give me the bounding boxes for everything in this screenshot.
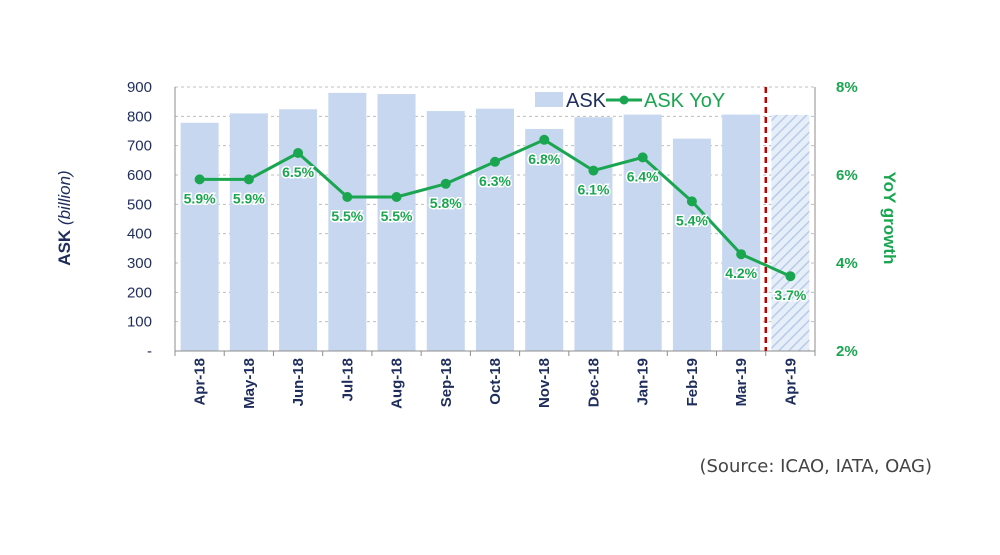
line-point-ask-yoy bbox=[785, 271, 796, 282]
y-left-tick-label: 700 bbox=[127, 138, 152, 155]
legend-label-ask: ASK bbox=[566, 90, 607, 112]
data-label-ask-yoy: 5.9% bbox=[184, 190, 216, 206]
bar-ask bbox=[476, 108, 514, 351]
line-point-ask-yoy bbox=[637, 152, 648, 163]
y-right-tick-label: 8% bbox=[836, 79, 858, 96]
bar-ask bbox=[426, 111, 465, 351]
line-point-ask-yoy bbox=[391, 192, 402, 202]
bar-ask bbox=[574, 117, 613, 351]
x-tick-label: Apr-19 bbox=[782, 358, 799, 406]
y-left-tick-label: 600 bbox=[127, 167, 152, 184]
bar-series-ask bbox=[180, 92, 810, 352]
line-point-ask-yoy bbox=[194, 174, 205, 185]
data-label-ask-yoy: 6.1% bbox=[578, 182, 610, 198]
data-labels: 5.9% 5.9% 6.5% 5.5% 5.5% 5.8% 6.3% 6.8% 6.1% 6.4%… bbox=[182, 149, 808, 304]
legend: ASK ASK YoY bbox=[535, 90, 725, 112]
x-tick-label: Oct-18 bbox=[487, 358, 504, 405]
bar-ask bbox=[525, 128, 564, 351]
bar-ask-forecast bbox=[771, 114, 810, 351]
data-label-ask-yoy: 5.5% bbox=[331, 208, 363, 224]
bar-ask bbox=[279, 109, 318, 351]
data-label-ask-yoy: 6.8% bbox=[528, 151, 560, 167]
x-tick-label: Jun-18 bbox=[290, 358, 307, 406]
bar-ask bbox=[722, 114, 761, 351]
legend-bar-swatch bbox=[535, 92, 563, 107]
y-left-tick-label: 800 bbox=[127, 108, 152, 125]
axes: - 100 200 300 400 500 600 700 800 900 2% 4% 6% 8% Apr-… bbox=[127, 79, 858, 409]
data-label-ask-yoy: 4.2% bbox=[725, 265, 757, 281]
y-left-tick-label: 100 bbox=[127, 314, 152, 331]
y-axis-right-title: YoY growth bbox=[880, 172, 899, 265]
y-left-tick-label: 900 bbox=[127, 79, 152, 96]
bar-ask bbox=[623, 114, 662, 351]
y-left-tick-label: - bbox=[147, 343, 152, 360]
line-point-ask-yoy bbox=[243, 174, 254, 185]
bar-ask bbox=[377, 94, 416, 351]
y-right-tick-label: 6% bbox=[836, 167, 858, 184]
data-label-ask-yoy: 5.4% bbox=[676, 212, 708, 228]
y-left-tick-label: 200 bbox=[127, 284, 152, 301]
data-label-ask-yoy: 3.7% bbox=[774, 287, 806, 303]
y-right-tick-label: 2% bbox=[836, 343, 858, 360]
bar-ask bbox=[229, 113, 268, 352]
source-note: (Source: ICAO, IATA, OAG) bbox=[699, 456, 932, 477]
x-tick-label: Dec-18 bbox=[585, 358, 602, 407]
x-tick-label: Jul-18 bbox=[339, 358, 356, 401]
line-series-ask-yoy bbox=[194, 134, 796, 282]
bar-ask bbox=[672, 138, 711, 351]
legend-label-ask-yoy: ASK YoY bbox=[644, 90, 725, 112]
line-point-ask-yoy bbox=[736, 249, 747, 260]
y-right-tick-label: 4% bbox=[836, 255, 858, 272]
x-tick-label: Sep-18 bbox=[438, 358, 455, 407]
data-label-ask-yoy: 5.8% bbox=[430, 195, 462, 211]
line-point-ask-yoy bbox=[293, 148, 304, 158]
line-point-ask-yoy bbox=[539, 134, 550, 145]
y-axis-left-title: ASK (billion) bbox=[55, 170, 74, 265]
line-point-ask-yoy bbox=[686, 196, 697, 207]
line-point-ask-yoy bbox=[342, 192, 353, 202]
y-left-tick-label: 400 bbox=[127, 226, 152, 243]
line-point-ask-yoy bbox=[440, 178, 451, 189]
x-tick-label: Jan-19 bbox=[635, 358, 652, 406]
y-axis-left-title-main: ASK bbox=[55, 225, 74, 266]
data-label-ask-yoy: 6.5% bbox=[282, 164, 314, 180]
data-label-ask-yoy: 6.4% bbox=[627, 168, 659, 184]
x-tick-label: May-18 bbox=[241, 358, 258, 409]
y-left-tick-label: 500 bbox=[127, 196, 152, 213]
legend-line-marker bbox=[619, 95, 629, 105]
y-axis-left-title-unit: (billion) bbox=[55, 170, 74, 225]
bar-ask bbox=[328, 92, 367, 351]
data-label-ask-yoy: 5.5% bbox=[381, 208, 413, 224]
x-tick-label: Aug-18 bbox=[389, 358, 406, 409]
data-label-ask-yoy: 6.3% bbox=[479, 173, 511, 189]
y-left-tick-label: 300 bbox=[127, 255, 152, 272]
data-label-ask-yoy: 5.9% bbox=[233, 190, 265, 206]
x-tick-label: Mar-19 bbox=[733, 358, 750, 406]
line-point-ask-yoy bbox=[490, 156, 500, 167]
bar-ask bbox=[180, 122, 219, 351]
line-point-ask-yoy bbox=[588, 165, 599, 176]
x-tick-label: Feb-19 bbox=[684, 358, 701, 406]
x-tick-label: Nov-18 bbox=[536, 358, 553, 408]
x-tick-label: Apr-18 bbox=[192, 358, 209, 406]
